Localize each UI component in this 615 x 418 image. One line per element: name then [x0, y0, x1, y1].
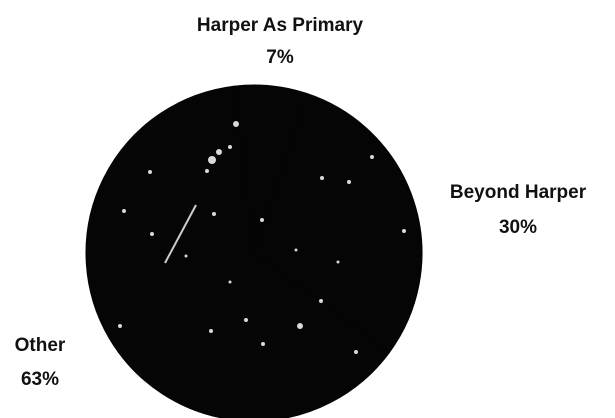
pie-slice-beyond-harper	[253, 92, 423, 354]
speckle-mark	[205, 169, 209, 173]
speckle-mark	[228, 280, 232, 284]
speckle-mark	[122, 209, 126, 213]
slice-label-beyond-harper: Beyond Harper	[450, 182, 587, 203]
speckle-mark	[184, 254, 188, 258]
speckle-mark	[150, 232, 154, 236]
speckle-mark	[260, 218, 264, 222]
print-speckle-texture	[118, 121, 406, 354]
speckle-mark	[294, 248, 298, 252]
speckle-mark	[320, 176, 324, 180]
pie-slices	[85, 84, 423, 418]
speckle-mark	[319, 299, 323, 303]
speckle-mark	[370, 155, 374, 159]
speckle-mark	[244, 318, 248, 322]
speckle-mark	[297, 323, 303, 329]
slice-value-harper-as-primary: 7%	[266, 47, 294, 68]
speckle-mark	[216, 149, 222, 155]
slice-value-beyond-harper: 30%	[499, 217, 537, 238]
slice-label-harper-as-primary: Harper As Primary	[197, 15, 364, 36]
speckle-mark	[228, 145, 232, 149]
speckle-mark	[233, 121, 239, 127]
speckle-mark	[212, 212, 216, 216]
slice-label-other: Other	[15, 335, 66, 356]
speckle-mark	[347, 180, 351, 184]
speckle-mark	[118, 324, 122, 328]
speckle-mark	[402, 229, 406, 233]
speckle-streak	[164, 204, 197, 264]
pie-slice-other	[85, 85, 391, 418]
slice-value-other: 63%	[21, 369, 59, 390]
speckle-mark	[148, 170, 152, 174]
speckle-mark	[354, 350, 358, 354]
speckle-mark	[208, 156, 216, 164]
speckle-mark	[336, 260, 340, 264]
speckle-mark	[261, 342, 265, 346]
speckle-mark	[209, 329, 213, 333]
